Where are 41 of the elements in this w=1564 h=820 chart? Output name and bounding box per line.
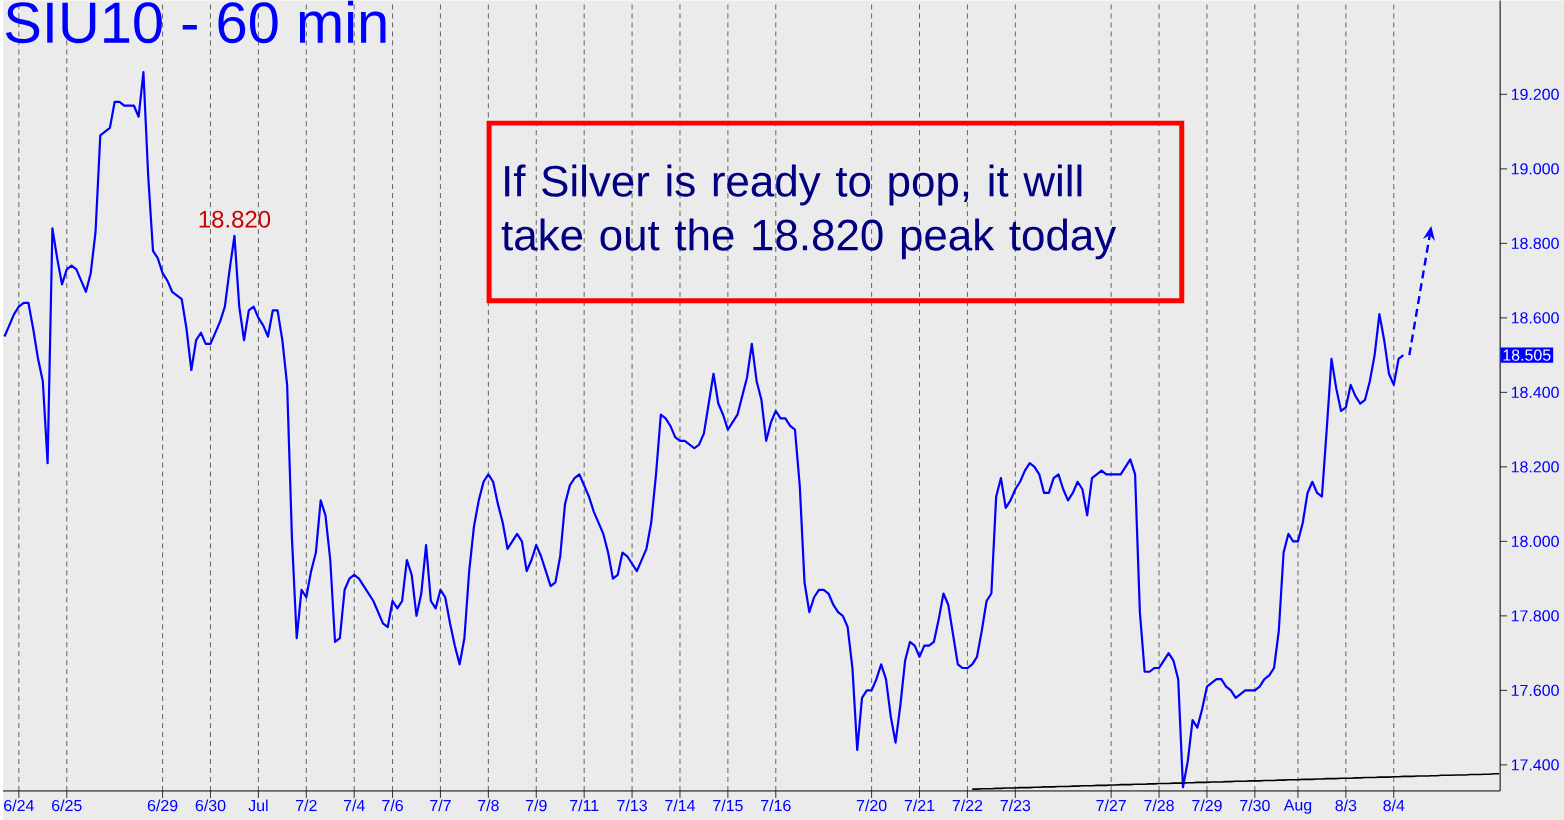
y-tick-label: 18.600 — [1511, 312, 1559, 324]
x-tick-label: Jul — [248, 799, 268, 812]
x-tick-label: 7/27 — [1096, 799, 1126, 812]
x-tick-label: 7/6 — [382, 799, 403, 812]
y-tick-label: 17.600 — [1511, 684, 1559, 697]
y-tick-label: 18.000 — [1511, 535, 1559, 548]
text: 18.505 — [1503, 349, 1551, 361]
y-tick-label: 18.400 — [1511, 386, 1559, 399]
annotation: If Silver is ready to pop, it will take out the 18.820 peak today — [501, 164, 1117, 260]
x-tick-label: 7/28 — [1144, 799, 1174, 812]
x-tick-label: 6/25 — [52, 799, 82, 812]
y-tick-label: 18.800 — [1511, 237, 1559, 250]
x-tick-label: 7/30 — [1240, 799, 1270, 812]
x-tick-label: 7/2 — [296, 799, 317, 812]
y-tick-label: 18.200 — [1511, 461, 1559, 473]
x-tick-label: 7/16 — [761, 799, 791, 812]
chart-title: SIU10 - 60 min — [5, 0, 386, 44]
x-tick-label: 7/11 — [570, 799, 599, 812]
y-tick-label: 19.200 — [1511, 88, 1559, 101]
x-tick-label: 7/14 — [665, 799, 696, 812]
x-tick-label: 7/13 — [617, 799, 647, 812]
x-tick-label: 8/3 — [1335, 799, 1357, 812]
x-tick-label: Aug — [1283, 799, 1312, 814]
x-tick-label: 7/7 — [430, 799, 451, 812]
x-tick-label: 7/4 — [343, 799, 365, 812]
x-tick-label: 6/29 — [147, 799, 178, 812]
x-tick-label: 6/30 — [195, 799, 226, 812]
x-tick-label: 7/15 — [713, 799, 743, 812]
annotation: 18.820 — [199, 210, 271, 228]
x-tick-label: 7/29 — [1192, 799, 1222, 812]
x-tick-label: 7/21 — [904, 799, 935, 812]
x-tick-label: 6/24 — [4, 799, 34, 812]
y-tick-label: 19.000 — [1511, 163, 1559, 175]
x-tick-label: 8/4 — [1383, 799, 1405, 812]
x-tick-label: 7/23 — [1000, 799, 1031, 812]
y-tick-label: 17.400 — [1511, 759, 1559, 771]
y-tick-label: 17.800 — [1511, 610, 1559, 622]
x-tick-label: 7/8 — [478, 799, 499, 812]
x-tick-label: 7/9 — [525, 799, 547, 812]
x-tick-label: 7/22 — [952, 799, 983, 812]
x-tick-label: 7/20 — [856, 799, 887, 812]
